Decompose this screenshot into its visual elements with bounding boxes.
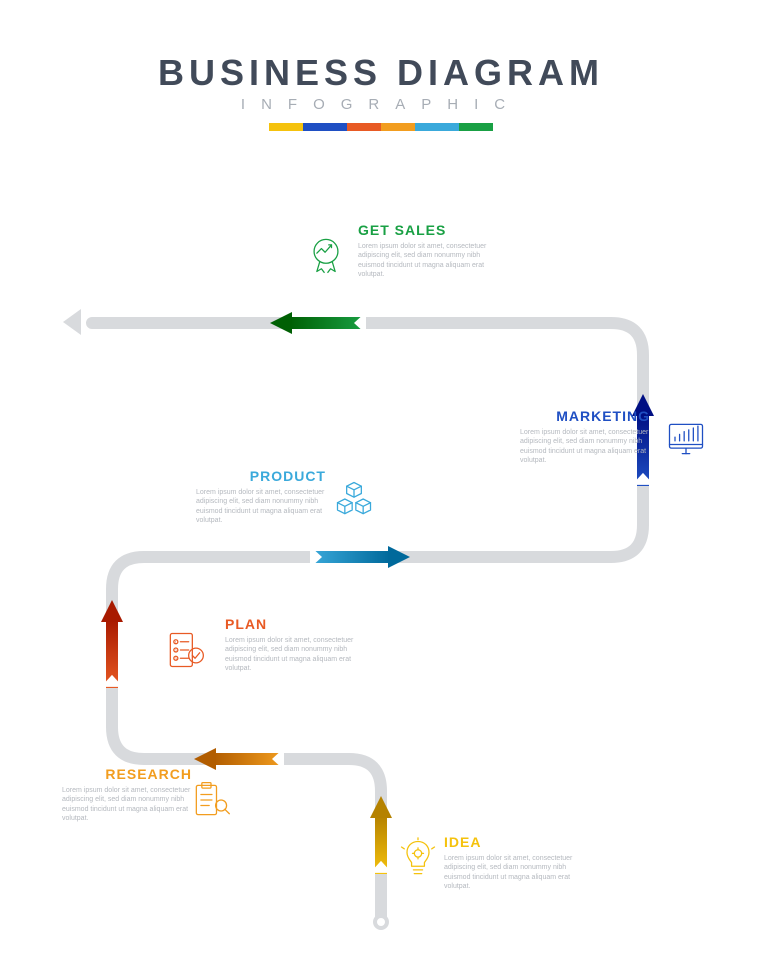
badge-chart-icon [304,233,348,282]
step-desc: Lorem ipsum dolor sit amet, consectetuer… [196,488,326,526]
step-title: GET SALES [358,222,488,238]
step-idea: IDEA Lorem ipsum dolor sit amet, consecte… [444,834,574,892]
step-desc: Lorem ipsum dolor sit amet, consectetuer… [358,242,488,280]
step-marketing: MARKETING Lorem ipsum dolor sit amet, con… [520,408,650,466]
step-title: PLAN [225,616,355,632]
checklist-icon: 1 2 3 [163,628,207,677]
path-end-arrow [63,309,81,335]
lightbulb-gear-icon [396,836,440,885]
step-title: RESEARCH [62,766,192,782]
step-title: IDEA [444,834,574,850]
step-sales: GET SALES Lorem ipsum dolor sit amet, con… [358,222,488,280]
step-desc: Lorem ipsum dolor sit amet, consectetuer… [225,636,355,674]
monitor-chart-icon [664,417,708,466]
step-product: PRODUCT Lorem ipsum dolor sit amet, conse… [196,468,326,526]
step-desc: Lorem ipsum dolor sit amet, consectetuer… [444,854,574,892]
step-title: MARKETING [520,408,650,424]
step-desc: Lorem ipsum dolor sit amet, consectetuer… [520,428,650,466]
diagram-stage: IDEA Lorem ipsum dolor sit amet, consecte… [0,0,762,980]
step-desc: Lorem ipsum dolor sit amet, consectetuer… [62,786,192,824]
step-title: PRODUCT [196,468,326,484]
clipboard-search-icon [189,778,233,827]
svg-text:1: 1 [175,641,177,645]
step-plan: PLAN Lorem ipsum dolor sit amet, consecte… [225,616,355,674]
svg-text:2: 2 [175,649,177,653]
svg-text:3: 3 [175,657,177,661]
step-research: RESEARCH Lorem ipsum dolor sit amet, cons… [62,766,192,824]
cubes-icon [332,477,376,526]
